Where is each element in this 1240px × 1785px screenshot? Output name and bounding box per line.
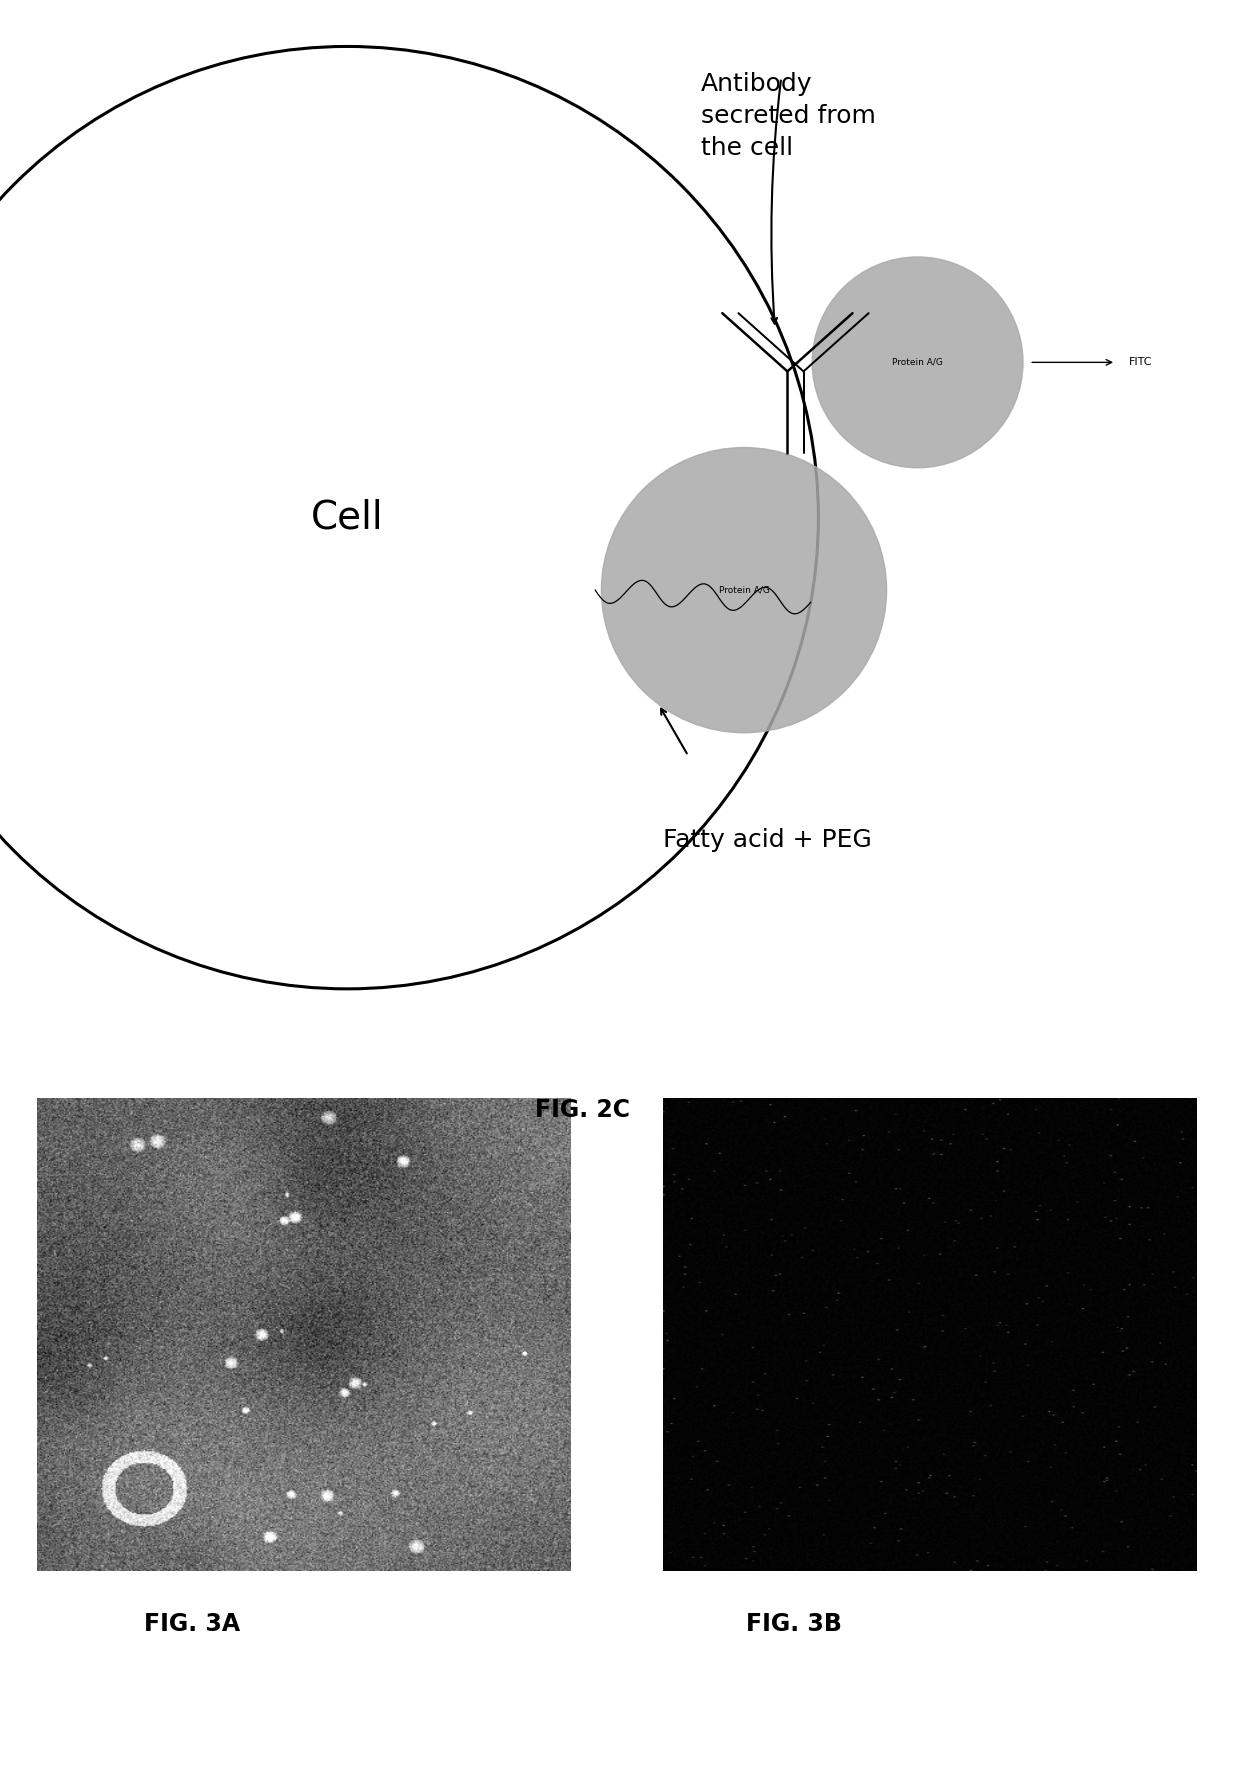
Text: FIG. 3A: FIG. 3A <box>144 1612 241 1635</box>
Text: Cell: Cell <box>311 498 383 537</box>
Text: FIG. 3B: FIG. 3B <box>745 1612 842 1635</box>
Text: Fatty acid + PEG: Fatty acid + PEG <box>663 828 872 851</box>
Ellipse shape <box>601 448 887 732</box>
Text: FIG. 2C: FIG. 2C <box>536 1098 630 1121</box>
Ellipse shape <box>812 257 1023 468</box>
Text: FITC: FITC <box>1128 357 1152 368</box>
Text: Protein A/G: Protein A/G <box>718 585 770 594</box>
Text: Antibody
secreted from
the cell: Antibody secreted from the cell <box>701 73 875 159</box>
Text: Protein A/G: Protein A/G <box>892 357 944 368</box>
